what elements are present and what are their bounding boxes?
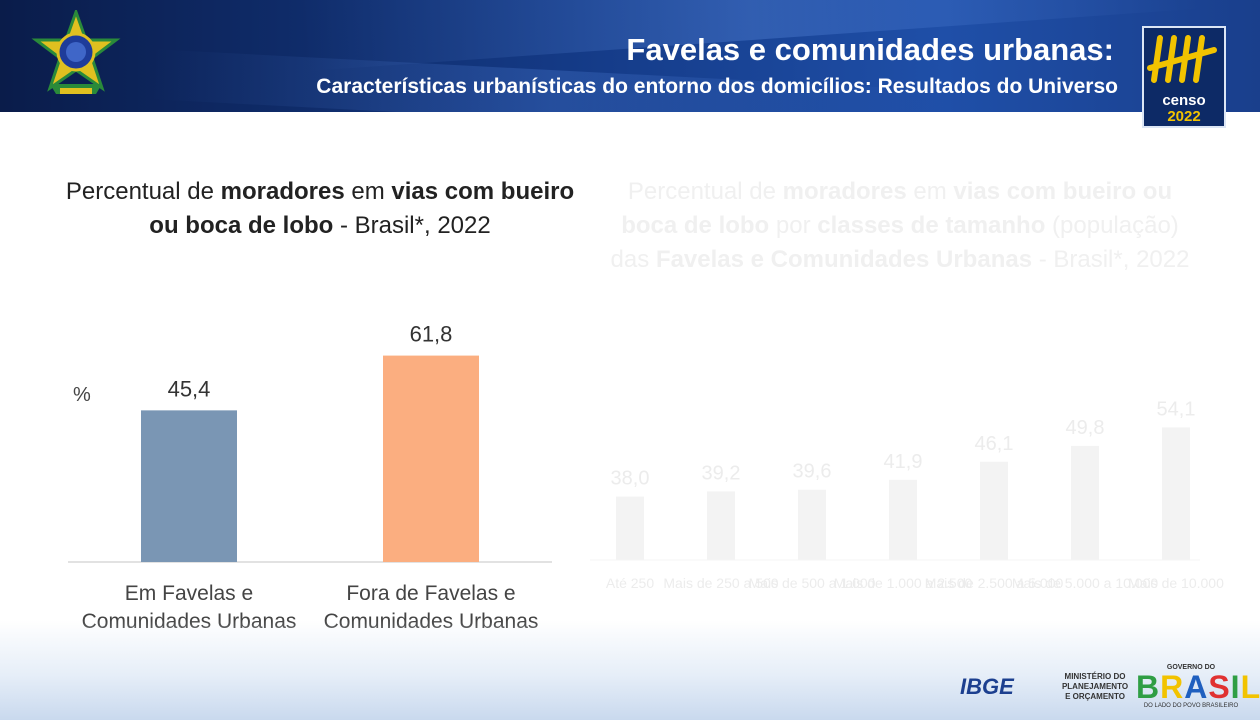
gov-brasil-letter: S	[1208, 669, 1231, 705]
gov-top-text: GOVERNO DO	[1166, 664, 1216, 671]
faded-category-label: Mais de 250 a 500	[663, 575, 778, 591]
faded-bar	[889, 479, 917, 560]
faded-bar-value: 54,1	[1157, 398, 1196, 420]
faded-bar	[1071, 445, 1099, 560]
coat-of-arms-icon	[31, 10, 121, 94]
bar	[141, 410, 237, 562]
gov-brasil-letter: I	[1230, 669, 1241, 705]
faded-bar-value: 39,6	[793, 461, 832, 483]
chart-title: Percentual de moradores em vias com buei…	[65, 178, 575, 239]
category-label: Em Favelas e	[125, 582, 253, 605]
faded-bar	[707, 491, 735, 560]
faded-category-label: Mais de 2.500 a 5.000	[925, 575, 1064, 591]
faded-category-label: Até 250	[606, 575, 654, 591]
faded-bar-value: 38,0	[611, 468, 650, 490]
ibge-logo: IBGE	[960, 674, 1014, 699]
page-title: Favelas e comunidades urbanas:	[626, 32, 1114, 67]
faded-category-label: Mais de 1.000 a 2.500	[834, 575, 973, 591]
censo-year: 2022	[1167, 108, 1201, 125]
gov-brasil-text: BRASIL	[1136, 669, 1260, 705]
faded-bar	[616, 496, 644, 560]
header-banner: Favelas e comunidades urbanas: Caracterí…	[0, 0, 1260, 112]
faded-bar-value: 41,9	[884, 451, 923, 473]
faded-bar	[798, 489, 826, 560]
bar-value-label: 45,4	[168, 376, 211, 401]
gov-brasil-letter: A	[1184, 669, 1209, 705]
faded-category-label: Mais de 500 a 1.000	[749, 575, 876, 591]
faded-category-label: Mais de 5.000 a 10.000	[1012, 575, 1159, 591]
gov-brasil-letter: B	[1136, 669, 1161, 705]
bar-value-label: 61,8	[410, 322, 453, 347]
category-label: Fora de Favelas e	[346, 582, 515, 605]
ministry-logo: MINISTÉRIO DO PLANEJAMENTO E ORÇAMENTO	[1061, 672, 1129, 701]
censo-2022-logo: censo 2022	[1142, 26, 1226, 128]
footer-band	[0, 620, 1260, 720]
faded-category-label: Mais de 10.000	[1128, 575, 1224, 591]
gov-brasil-letter: L	[1240, 669, 1260, 705]
governo-brasil-logo: GOVERNO DO BRASIL DO LADO DO POVO BRASIL…	[1136, 664, 1260, 709]
y-axis-unit: %	[73, 384, 91, 406]
tally-marks-icon	[1147, 35, 1217, 83]
page-subtitle: Características urbanísticas do entorno …	[316, 75, 1118, 98]
faded-bar-value: 39,2	[702, 462, 741, 484]
faded-bar	[1162, 427, 1190, 560]
censo-word: censo	[1162, 92, 1206, 109]
faded-bar-value: 46,1	[975, 433, 1014, 455]
faded-bar	[980, 461, 1008, 560]
gov-brasil-letter: R	[1160, 669, 1185, 705]
faded-chart-title: Percentual de moradores em vias com buei…	[610, 178, 1190, 273]
faded-bar-value: 49,8	[1066, 417, 1105, 439]
gov-bottom-text: DO LADO DO POVO BRASILEIRO	[1143, 703, 1239, 709]
bar	[383, 355, 479, 562]
